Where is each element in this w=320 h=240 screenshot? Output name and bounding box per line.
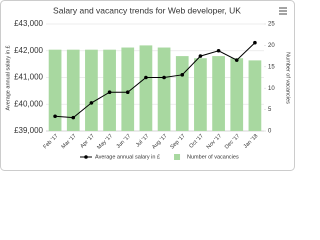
- y-tick-label: £42,000: [14, 46, 43, 55]
- point: [71, 115, 76, 120]
- y-tick-label: £39,000: [14, 126, 43, 135]
- chart-title: Salary and vacancy trends for Web develo…: [53, 5, 241, 15]
- legend-label: Number of vacancies: [187, 154, 239, 160]
- point: [144, 75, 148, 80]
- y-tick-label: £40,000: [14, 99, 43, 108]
- y2-tick-label: 5: [268, 107, 272, 113]
- bar: [121, 47, 135, 131]
- bar: [48, 49, 62, 131]
- bar: [139, 45, 153, 131]
- point: [198, 54, 203, 58]
- point: [234, 58, 239, 62]
- bar: [66, 49, 80, 131]
- y2-tick-label: 15: [268, 64, 275, 70]
- bar: [230, 58, 244, 131]
- point: [53, 114, 57, 119]
- y2-tick-label: 10: [268, 86, 275, 92]
- line: [55, 42, 256, 119]
- y-tick-label: £41,000: [14, 73, 43, 82]
- y-axis-title: Average annual salary in £: [5, 45, 11, 110]
- legend-symbol: [84, 155, 88, 159]
- bar: [103, 49, 116, 131]
- y2-axis-title: Number of vacancies: [285, 52, 291, 104]
- point: [216, 48, 221, 53]
- page: {"chart_data": {"type": "combo", "title"…: [0, 0, 295, 171]
- y-tick-label: £43,000: [14, 19, 43, 28]
- bar: [212, 56, 225, 131]
- bar: [194, 58, 207, 131]
- y2-tick-label: 25: [268, 22, 275, 28]
- point: [180, 73, 185, 77]
- point: [125, 90, 130, 95]
- bar: [248, 60, 262, 131]
- legend-symbol: [174, 154, 181, 160]
- menu-icon[interactable]: [279, 7, 287, 15]
- point: [89, 101, 94, 105]
- y2-tick-label: 0: [268, 129, 272, 135]
- point: [107, 90, 112, 95]
- bar: [175, 56, 189, 131]
- bar: [85, 49, 98, 131]
- point: [253, 40, 257, 45]
- bar: [157, 47, 171, 131]
- y2-tick-label: 20: [268, 43, 275, 49]
- legend-label: Average annual salary in £: [95, 154, 160, 160]
- chart: Salary and vacancy trends for Web develo…: [0, 0, 295, 171]
- point: [162, 75, 166, 80]
